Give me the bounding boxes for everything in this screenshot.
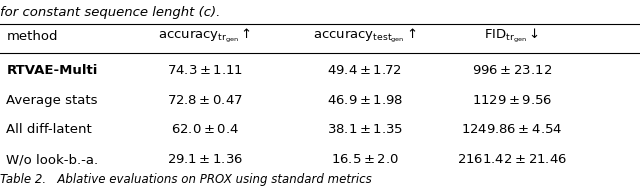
Text: Table 2.   Ablative evaluations on PROX using standard metrics: Table 2. Ablative evaluations on PROX us… xyxy=(0,173,372,186)
Text: $2161.42 \pm 21.46$: $2161.42 \pm 21.46$ xyxy=(457,153,567,166)
Text: $996 \pm 23.12$: $996 \pm 23.12$ xyxy=(472,64,552,77)
Text: accuracy$_{\mathrm{tr_{gen}}}$$\uparrow$: accuracy$_{\mathrm{tr_{gen}}}$$\uparrow$ xyxy=(158,27,252,45)
Text: $1129 \pm 9.56$: $1129 \pm 9.56$ xyxy=(472,94,552,107)
Text: $46.9 \pm 1.98$: $46.9 \pm 1.98$ xyxy=(326,94,403,107)
Text: method: method xyxy=(6,30,58,43)
Text: $29.1 \pm 1.36$: $29.1 \pm 1.36$ xyxy=(167,153,243,166)
Text: Average stats: Average stats xyxy=(6,94,98,107)
Text: FID$_{\mathrm{tr_{gen}}}$$\downarrow$: FID$_{\mathrm{tr_{gen}}}$$\downarrow$ xyxy=(484,27,540,45)
Text: $72.8 \pm 0.47$: $72.8 \pm 0.47$ xyxy=(167,94,243,107)
Text: $62.0 \pm 0.4$: $62.0 \pm 0.4$ xyxy=(171,123,239,136)
Text: All diff-latent: All diff-latent xyxy=(6,123,92,136)
Text: accuracy$_{\mathrm{test_{gen}}}$$\uparrow$: accuracy$_{\mathrm{test_{gen}}}$$\uparro… xyxy=(313,27,417,45)
Text: $38.1 \pm 1.35$: $38.1 \pm 1.35$ xyxy=(326,123,403,136)
Text: $16.5 \pm 2.0$: $16.5 \pm 2.0$ xyxy=(331,153,399,166)
Text: W/o look-b.-a.: W/o look-b.-a. xyxy=(6,153,99,166)
Text: $49.4 \pm 1.72$: $49.4 \pm 1.72$ xyxy=(327,64,403,77)
Text: $1249.86 \pm 4.54$: $1249.86 \pm 4.54$ xyxy=(461,123,563,136)
Text: $74.3 \pm 1.11$: $74.3 \pm 1.11$ xyxy=(167,64,243,77)
Text: for constant sequence lenght (c).: for constant sequence lenght (c). xyxy=(0,6,220,19)
Text: RTVAE-Multi: RTVAE-Multi xyxy=(6,64,98,77)
